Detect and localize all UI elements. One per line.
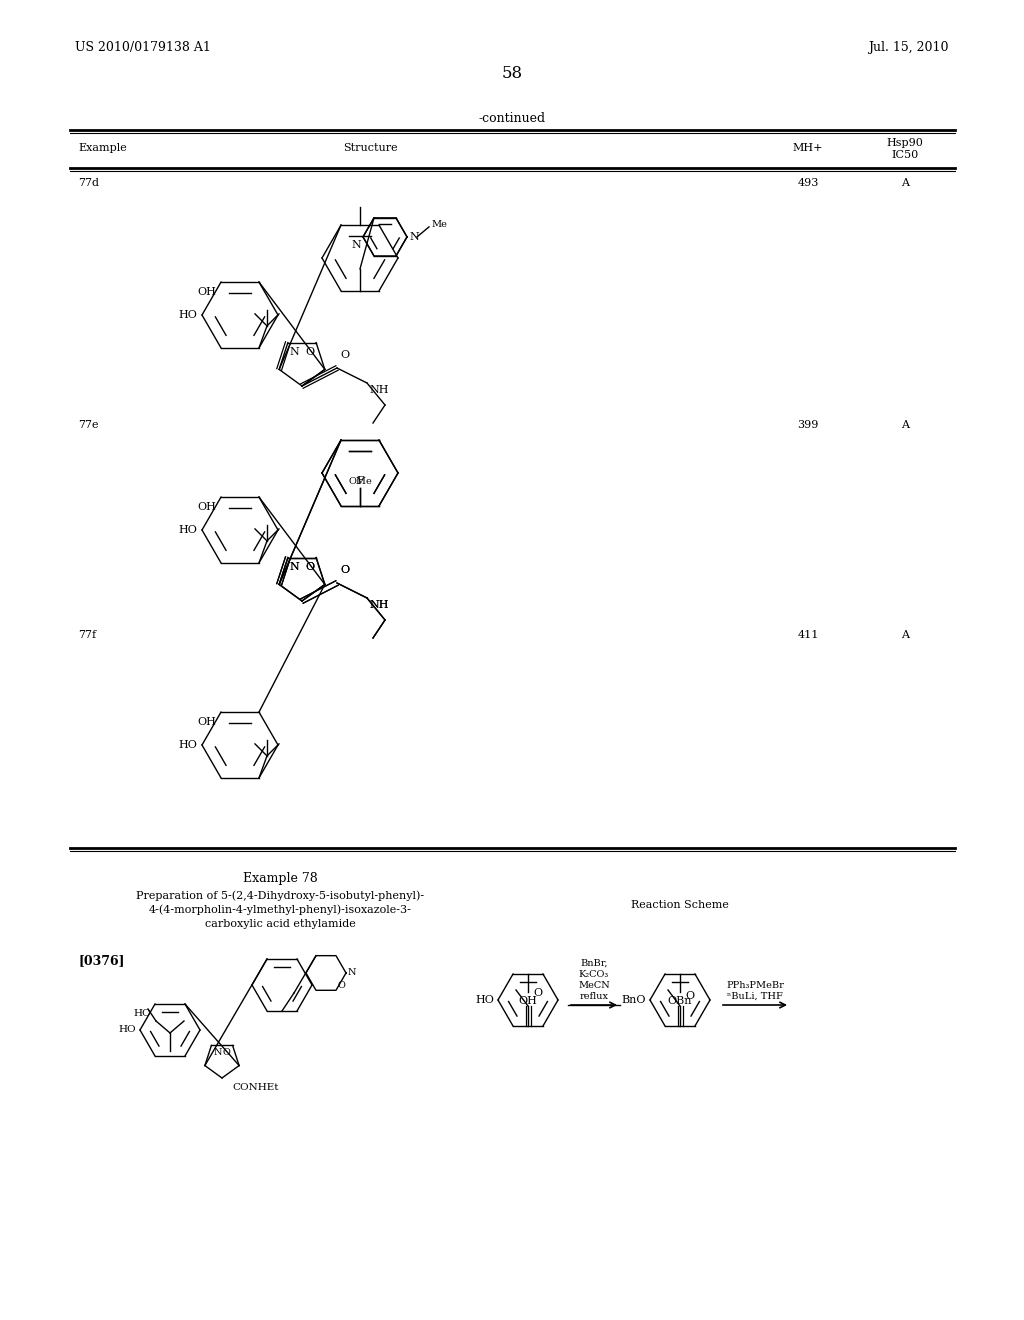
Text: A: A [901,420,909,430]
Text: O: O [534,987,542,998]
Text: HO: HO [178,310,197,319]
Text: 399: 399 [798,420,818,430]
Text: HO: HO [178,525,197,535]
Text: O: O [340,350,349,360]
Text: O: O [340,565,349,576]
Text: BnBr,
K₂CO₃
MeCN
reflux: BnBr, K₂CO₃ MeCN reflux [579,958,610,1001]
Text: O: O [305,561,314,572]
Text: US 2010/0179138 A1: US 2010/0179138 A1 [75,41,211,54]
Text: O: O [305,561,314,572]
Text: 493: 493 [798,178,818,187]
Text: OBn: OBn [668,997,692,1006]
Text: HO: HO [475,995,494,1005]
Text: N: N [290,561,300,572]
Text: NH: NH [369,385,388,395]
Text: [0376]: [0376] [78,954,125,968]
Text: MH+: MH+ [793,143,823,153]
Text: Jul. 15, 2010: Jul. 15, 2010 [868,41,949,54]
Text: BnO: BnO [622,995,646,1005]
Text: -continued: -continued [478,111,546,124]
Text: Hsp90
IC50: Hsp90 IC50 [887,139,924,160]
Text: OH: OH [518,997,538,1006]
Text: N: N [290,347,300,356]
Text: Preparation of 5-(2,4-Dihydroxy-5-isobutyl-phenyl)-
4-(4-morpholin-4-ylmethyl-ph: Preparation of 5-(2,4-Dihydroxy-5-isobut… [136,890,424,929]
Text: O: O [222,1048,230,1057]
Text: 77f: 77f [78,630,96,640]
Text: N: N [409,232,419,242]
Text: HO: HO [133,1008,151,1018]
Text: OH: OH [198,502,216,512]
Text: PPh₃PMeBr
ⁿBuLi, THF: PPh₃PMeBr ⁿBuLi, THF [726,981,784,1001]
Text: N: N [348,969,356,978]
Text: N: N [351,240,361,249]
Text: OH: OH [198,717,216,727]
Text: HO: HO [119,1026,136,1035]
Text: Example: Example [78,143,127,153]
Text: HO: HO [178,741,197,750]
Text: 77d: 77d [78,178,99,187]
Text: N: N [290,561,300,572]
Text: OH: OH [198,286,216,297]
Text: NH: NH [369,601,388,610]
Text: Structure: Structure [343,143,397,153]
Text: O: O [305,347,314,356]
Text: 411: 411 [798,630,818,640]
Text: Reaction Scheme: Reaction Scheme [631,900,729,909]
Text: Me: Me [431,220,446,230]
Text: N: N [213,1048,222,1057]
Text: Example 78: Example 78 [243,873,317,884]
Text: O: O [340,565,349,576]
Text: F: F [356,477,364,486]
Text: O: O [338,981,346,990]
Text: O: O [685,991,694,1001]
Text: OMe: OMe [348,477,372,486]
Text: NH: NH [369,601,388,610]
Text: 58: 58 [502,65,522,82]
Text: CONHEt: CONHEt [232,1082,279,1092]
Text: A: A [901,178,909,187]
Text: 77e: 77e [78,420,98,430]
Text: A: A [901,630,909,640]
